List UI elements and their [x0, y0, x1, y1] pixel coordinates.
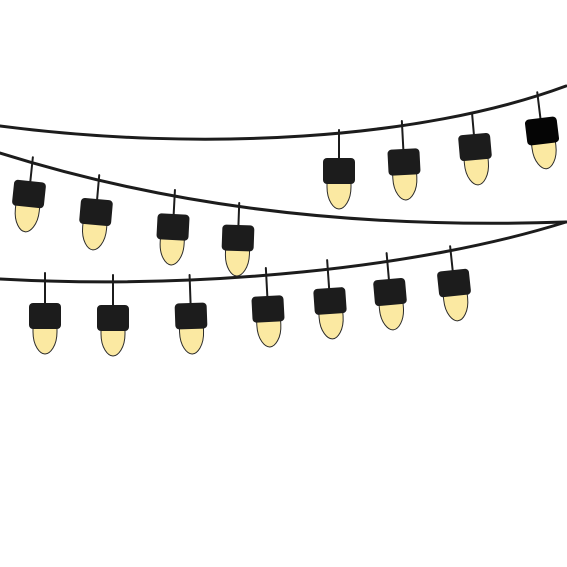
- bulb-hanger: [237, 202, 241, 227]
- light-bulb-icon: [387, 120, 421, 201]
- bulb-glass: [224, 246, 251, 277]
- bulb-hanger: [385, 252, 390, 281]
- bulb-glass: [178, 324, 205, 355]
- bulb-hanger: [536, 91, 542, 120]
- light-bulb-icon: [373, 252, 407, 331]
- bulb-glass: [463, 154, 489, 186]
- bulb-glass: [318, 308, 344, 340]
- bulb-hanger: [264, 267, 269, 298]
- bulb-hanger: [188, 274, 192, 305]
- bulb-socket: [12, 179, 46, 209]
- bulb-glass: [14, 201, 41, 233]
- bulb-glass: [378, 299, 404, 331]
- wires: [0, 84, 567, 284]
- upper-strand-wire: [0, 84, 567, 141]
- light-bulb-icon: [251, 267, 285, 348]
- bulbs: [12, 91, 560, 357]
- bulb-glass: [442, 290, 469, 322]
- light-bulb-icon: [174, 274, 208, 355]
- bulb-socket: [373, 277, 407, 307]
- bulb-socket: [458, 132, 492, 162]
- bulb-hanger: [29, 156, 34, 183]
- bulb-socket: [29, 303, 61, 329]
- bulb-glass: [100, 326, 126, 357]
- bulb-glass: [255, 316, 282, 348]
- bulb-socket: [323, 158, 355, 184]
- bulb-glass: [159, 234, 186, 266]
- bulb-hanger: [172, 189, 176, 216]
- bulb-glass: [326, 179, 352, 210]
- light-bulb-icon: [458, 113, 492, 186]
- light-bulb-icon: [313, 259, 347, 340]
- light-bulb-icon: [437, 245, 471, 322]
- light-bulb-icon: [12, 156, 46, 233]
- bulb-socket: [156, 213, 190, 241]
- bulb-hanger: [400, 120, 405, 151]
- bulb-socket: [79, 197, 113, 227]
- bulb-glass: [530, 137, 557, 170]
- bulb-hanger: [471, 113, 475, 136]
- bulb-hanger: [96, 174, 101, 201]
- bulb-socket: [97, 305, 129, 331]
- lower-strand-wire: [0, 220, 567, 284]
- bulb-glass: [391, 169, 418, 201]
- bulb-socket: [174, 302, 208, 330]
- bulb-socket: [387, 148, 421, 176]
- bulb-socket: [221, 224, 255, 252]
- light-bulb-icon: [156, 189, 190, 266]
- bulb-socket: [313, 287, 347, 315]
- bulb-socket: [524, 116, 560, 146]
- light-bulb-icon: [221, 202, 255, 277]
- light-bulb-icon: [29, 272, 61, 355]
- bulb-glass: [82, 219, 108, 251]
- bulb-socket: [437, 268, 471, 298]
- light-bulb-icon: [97, 274, 129, 357]
- bulb-hanger: [449, 245, 454, 272]
- bulb-socket: [251, 295, 285, 323]
- light-bulb-icon: [524, 91, 560, 170]
- middle-strand-wire: [0, 151, 567, 225]
- light-bulb-icon: [323, 129, 355, 210]
- bulb-hanger: [326, 259, 331, 290]
- bulb-glass: [32, 324, 58, 355]
- light-bulb-icon: [79, 174, 113, 251]
